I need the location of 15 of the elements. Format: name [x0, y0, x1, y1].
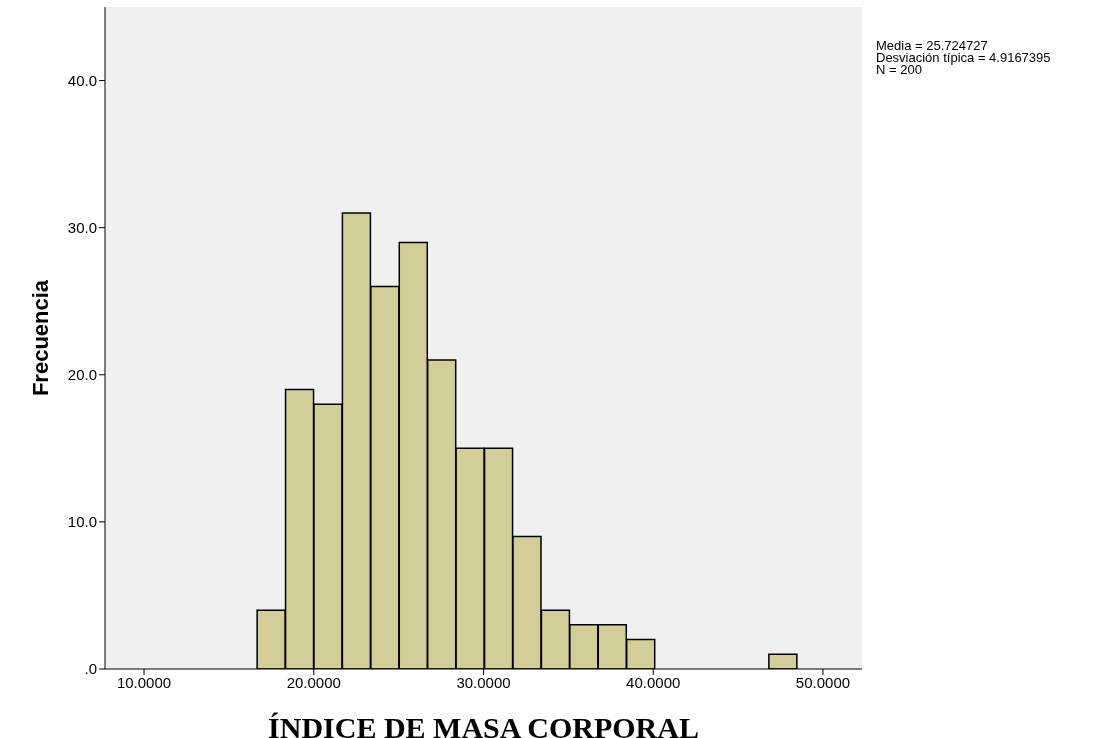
y-tick-label: 30.0 — [67, 218, 97, 236]
x-axis-title: ÍNDICE DE MASA CORPORAL — [268, 711, 699, 738]
y-tick-label: 40.0 — [67, 71, 97, 89]
y-tick-label: 10.0 — [67, 513, 97, 531]
x-tick-label: 20.0000 — [286, 673, 341, 691]
x-tick-label: 40.0000 — [626, 673, 681, 691]
text: N = 200 — [876, 62, 923, 77]
x-tick-label: 50.0000 — [795, 673, 851, 691]
y-tick-label: .0 — [84, 660, 97, 678]
y-tick-label: 20.0 — [67, 366, 97, 384]
text: Media = 25.724727 — [876, 38, 989, 53]
text: Desviación típica = 4.9167395 — [876, 50, 1051, 65]
y-axis-title: Frecuencia — [27, 279, 53, 397]
x-tick-label: 10.0000 — [116, 673, 172, 691]
x-tick-label: 30.0000 — [456, 673, 511, 691]
